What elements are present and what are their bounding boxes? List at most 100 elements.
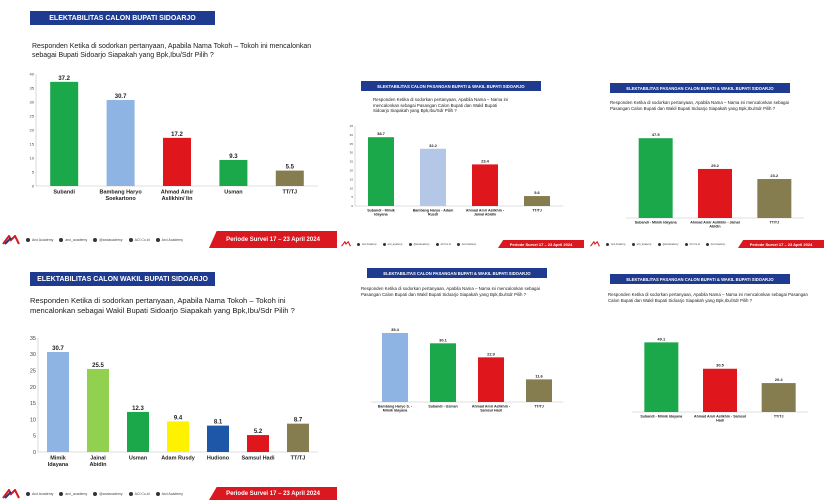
social-instagram[interactable]: arci_academy — [59, 491, 87, 496]
bar — [526, 379, 552, 402]
bar — [430, 343, 456, 402]
value-label: 5.2 — [254, 429, 263, 435]
slide-title: ELEKTABILITAS CALON PASANGAN BUPATI & WA… — [367, 268, 547, 278]
instagram-icon — [59, 237, 64, 242]
value-label: 5.5 — [286, 165, 295, 171]
instagram-icon — [382, 242, 386, 246]
survey-question: Responden Ketika di sodorkan pertanyaan,… — [30, 296, 295, 315]
social-youtube[interactable]: Arci Academy — [155, 237, 183, 242]
category-label: TT/TJ — [291, 456, 306, 462]
category-label: Adam Rusdy — [161, 456, 196, 462]
slide-title: ELEKTABILITAS PASANGAN CALON BUPATI & WA… — [610, 274, 790, 284]
value-label: 20.4 — [775, 377, 784, 382]
social-links: Arci Academy arci_academy @arciacademy A… — [353, 240, 498, 248]
slide-footer: Arci Academy arci_academy @arciacademy A… — [339, 240, 584, 248]
social-instagram[interactable]: arci_academy — [382, 242, 403, 246]
y-tick-label: 25 — [350, 160, 354, 164]
slide-footer: Arci Academy arci_academy @arciacademy A… — [588, 240, 824, 248]
bar — [472, 164, 498, 206]
y-tick-label: 10 — [30, 155, 35, 160]
social-links: Arci Academy arci_academy @arciacademy A… — [22, 487, 209, 500]
social-twitter[interactable]: @arciacademy — [93, 491, 123, 496]
value-label: 32.2 — [429, 143, 438, 148]
y-tick-label: 5 — [351, 195, 353, 199]
slide-calon-bupati: ELEKTABILITAS CALON BUPATI SIDOARJO Resp… — [0, 0, 337, 248]
survey-period: Periode Survei 17 – 23 April 2024 — [738, 240, 824, 248]
category-label: Ahmad Amir Aslikhin - Jainal Abidin — [690, 221, 739, 229]
social-website[interactable]: ACI Co.id — [684, 242, 700, 246]
globe-icon — [435, 242, 439, 246]
bar — [368, 137, 394, 206]
slide-pasangan-2: ELEKTABILITAS PASANGAN CALON BUPATI & WA… — [588, 78, 824, 248]
value-label: 9.3 — [229, 154, 238, 160]
arc-logo-icon — [2, 488, 20, 499]
social-youtube[interactable]: Arci Academy — [456, 242, 476, 246]
bar — [106, 100, 135, 186]
category-label: Ahmad Amir Aslikhin - Samsul Hadi — [694, 415, 746, 423]
survey-question: Responden Ketika di sodorkan pertanyaan,… — [608, 292, 808, 303]
survey-question: Responden Ketika di sodorkan pertanyaan,… — [32, 43, 312, 60]
survey-question: Responden Ketika di sodorkan pertanyaan,… — [610, 100, 789, 111]
social-twitter[interactable]: @arciacademy — [408, 242, 430, 246]
bar — [219, 159, 248, 186]
social-facebook[interactable]: Arci Academy — [26, 491, 53, 496]
value-label: 9.4 — [174, 415, 183, 421]
social-facebook[interactable]: Arci Academy — [26, 237, 53, 242]
y-tick-label: 20 — [30, 385, 36, 391]
bar-chart: 35.4 Bambang Haryo S. -Mimik Idayana 30.1 S… — [371, 327, 563, 413]
logo — [0, 231, 22, 248]
y-tick-label: 10 — [30, 417, 36, 423]
social-twitter[interactable]: @arciacademy — [657, 242, 679, 246]
slide-calon-wakil-bupati: ELEKTABILITAS CALON WAKIL BUPATI SIDOARJ… — [0, 262, 337, 500]
social-youtube[interactable]: Arci Academy — [155, 491, 183, 496]
value-label: 11.6 — [535, 373, 543, 378]
social-facebook[interactable]: Arci Academy — [606, 242, 626, 246]
category-label: Ahmad Amir Aslikhin/ Iin — [161, 190, 194, 202]
facebook-icon — [606, 242, 609, 246]
globe-icon — [128, 491, 133, 496]
logo — [339, 240, 353, 248]
category-label: Bambang Haryo - Adam Rusdi — [413, 209, 454, 217]
slide-pasangan-4: ELEKTABILITAS PASANGAN CALON BUPATI & WA… — [588, 262, 824, 438]
y-tick-label: 20 — [350, 168, 354, 172]
value-label: 47.5 — [652, 132, 661, 137]
y-tick-label: 35 — [30, 336, 36, 342]
social-website[interactable]: ACI Co.id — [128, 491, 150, 496]
value-label: 22.9 — [487, 351, 496, 356]
social-youtube[interactable]: Arci Academy — [705, 242, 725, 246]
social-twitter[interactable]: @arciacademy — [93, 237, 123, 242]
bar-chart: 0 5 10 15 20 25 30 35 30.7 Mimik Idayana 25.5 Jainal… — [30, 336, 318, 468]
value-label: 5.6 — [534, 190, 540, 195]
bar — [275, 170, 304, 186]
y-tick-label: 5 — [32, 169, 35, 174]
category-label: TT/TJ — [532, 209, 542, 213]
y-tick-label: 0 — [32, 183, 35, 188]
y-tick-label: 20 — [30, 127, 35, 132]
y-tick-label: 25 — [30, 113, 35, 118]
social-instagram[interactable]: arci_academy — [59, 237, 87, 242]
y-tick-label: 40 — [30, 71, 35, 76]
slide-pasangan-3: ELEKTABILITAS CALON PASANGAN BUPATI & WA… — [339, 262, 584, 438]
social-instagram[interactable]: arci_academy — [631, 242, 652, 246]
value-label: 38.7 — [377, 131, 386, 136]
bar — [638, 138, 673, 218]
social-website[interactable]: ACI Co.id — [435, 242, 451, 246]
survey-question: Responden Ketika di sodorkan pertanyaan,… — [361, 286, 540, 297]
value-label: 30.7 — [115, 94, 127, 100]
logo — [588, 240, 602, 248]
value-label: 23.2 — [770, 173, 779, 178]
logo — [0, 487, 22, 500]
bar — [247, 435, 269, 452]
category-label: Usman — [224, 190, 243, 196]
social-facebook[interactable]: Arci Academy — [357, 242, 377, 246]
value-label: 30.1 — [439, 337, 448, 342]
facebook-icon — [357, 242, 360, 246]
social-website[interactable]: ACI Co.id — [128, 237, 150, 242]
instagram-icon — [59, 491, 64, 496]
bar — [698, 168, 732, 218]
arc-logo-icon — [341, 241, 351, 247]
facebook-icon — [26, 237, 30, 242]
value-label: 17.2 — [171, 132, 183, 138]
slide-footer: Arci Academy arci_academy @arciacademy A… — [0, 231, 337, 248]
slide-title: ELEKTABILITAS CALON WAKIL BUPATI SIDOARJ… — [30, 272, 215, 286]
